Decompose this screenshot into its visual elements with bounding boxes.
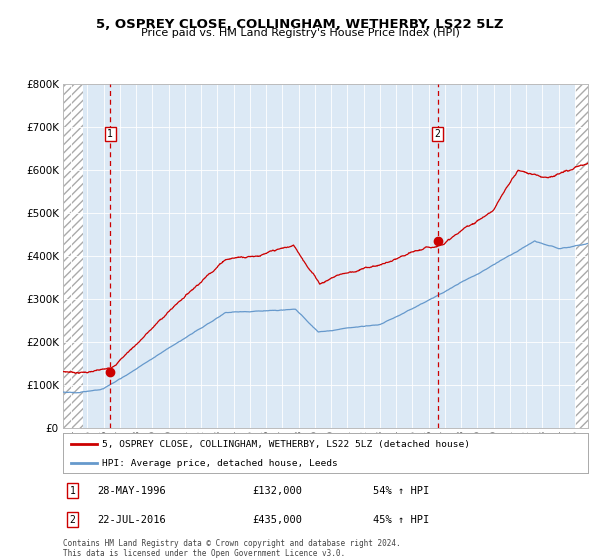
Text: 2: 2 xyxy=(70,515,76,525)
Text: 1: 1 xyxy=(107,129,113,139)
Text: 54% ↑ HPI: 54% ↑ HPI xyxy=(373,486,429,496)
Text: 28-MAY-1996: 28-MAY-1996 xyxy=(97,486,166,496)
Text: HPI: Average price, detached house, Leeds: HPI: Average price, detached house, Leed… xyxy=(103,459,338,468)
Text: 5, OSPREY CLOSE, COLLINGHAM, WETHERBY, LS22 5LZ: 5, OSPREY CLOSE, COLLINGHAM, WETHERBY, L… xyxy=(96,18,504,31)
Bar xyxy=(575,84,588,428)
Text: 5, OSPREY CLOSE, COLLINGHAM, WETHERBY, LS22 5LZ (detached house): 5, OSPREY CLOSE, COLLINGHAM, WETHERBY, L… xyxy=(103,440,470,449)
Text: 2: 2 xyxy=(435,129,440,139)
Text: 22-JUL-2016: 22-JUL-2016 xyxy=(97,515,166,525)
Text: £132,000: £132,000 xyxy=(252,486,302,496)
Text: 1: 1 xyxy=(70,486,76,496)
Text: £435,000: £435,000 xyxy=(252,515,302,525)
Bar xyxy=(63,84,83,428)
Text: 45% ↑ HPI: 45% ↑ HPI xyxy=(373,515,429,525)
Text: Contains HM Land Registry data © Crown copyright and database right 2024.
This d: Contains HM Land Registry data © Crown c… xyxy=(63,539,401,558)
Text: Price paid vs. HM Land Registry's House Price Index (HPI): Price paid vs. HM Land Registry's House … xyxy=(140,28,460,38)
